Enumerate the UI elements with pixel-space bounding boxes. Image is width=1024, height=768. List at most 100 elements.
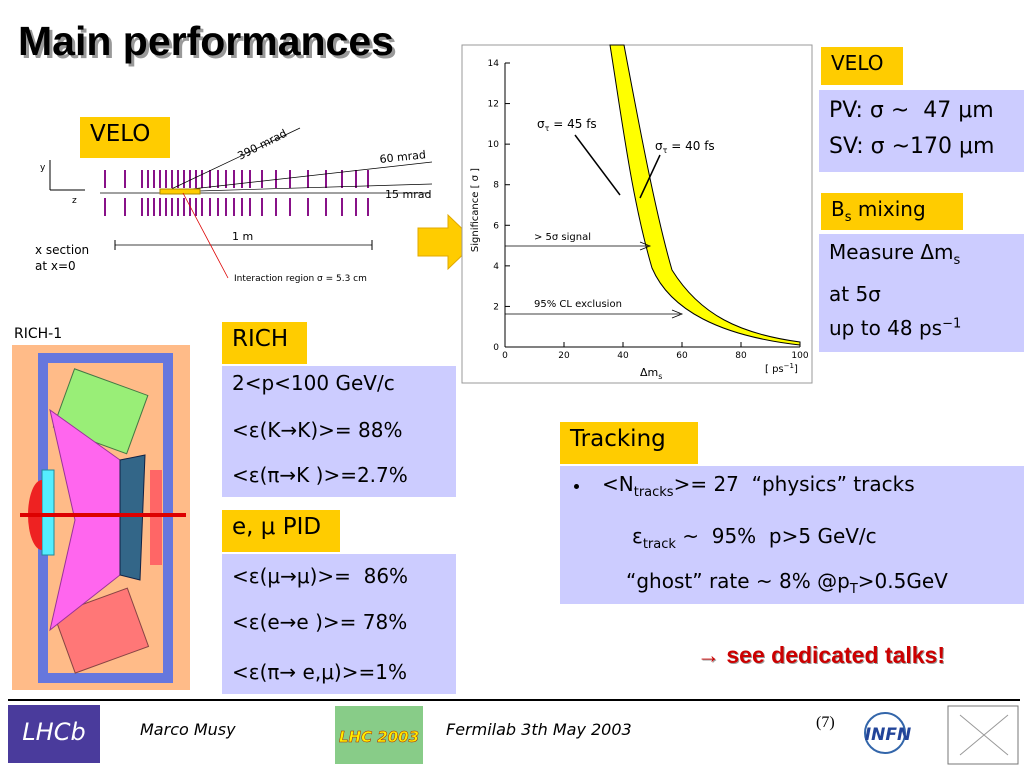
x-tick-label: 20: [558, 351, 570, 361]
tspan: [ ps: [765, 364, 784, 375]
section-label: x section: [35, 243, 89, 257]
text: <N: [602, 472, 634, 496]
detector-stations: [104, 170, 369, 216]
plot-frame: [461, 44, 813, 384]
subscript: track: [642, 537, 676, 552]
text: B: [831, 197, 845, 221]
box-line: <ε(e→e )>= 78%: [232, 610, 408, 634]
x-tick-label: 40: [617, 351, 629, 361]
y-tick-label: 2: [493, 302, 499, 312]
box-line: up to 48 ps−1: [829, 316, 961, 340]
tspan: σ: [655, 139, 663, 153]
footer-author: Marco Musy: [140, 720, 236, 739]
text: >= 27 “physics” tracks: [673, 472, 915, 496]
photodetector: [119, 454, 146, 581]
box-line: εtrack ~ 95% p>5 GeV/c: [632, 524, 877, 552]
y-tick-label: 6: [493, 221, 499, 231]
subscript: tracks: [633, 485, 674, 500]
angle-label: 15 mrad: [385, 188, 431, 201]
box-line: “ghost” rate ~ 8% @pT>0.5GeV: [626, 569, 948, 597]
box-line: SV: σ ~170 μm: [829, 134, 995, 159]
x-tick-label: 0: [502, 351, 508, 361]
logo-background: [335, 706, 423, 764]
tspan: Δm: [640, 366, 658, 379]
y-tick-label: 4: [493, 262, 499, 272]
window: [41, 469, 55, 556]
logo-mark: [959, 714, 1009, 756]
superscript: −1: [942, 316, 962, 332]
x-axis-unit: [ ps−1]: [765, 362, 798, 375]
scale-label: 1 m: [232, 230, 253, 243]
box-heading: Bs mixing: [821, 193, 963, 230]
subscript: s: [844, 210, 852, 225]
text: ε: [632, 524, 643, 548]
box-line: <ε(π→ e,μ)>=1%: [232, 660, 407, 684]
tspan: = 45 fs: [549, 117, 596, 131]
section-tag: VELO: [80, 117, 170, 158]
tspan: σ: [537, 117, 545, 131]
arrow-head: [671, 309, 684, 319]
x-tick-label: 60: [676, 351, 688, 361]
x-axis-label: Δms: [640, 366, 662, 381]
info-box: <Ntracks>= 27 “physics” tracks εtrack ~ …: [560, 466, 1024, 604]
box-line: <ε(μ→μ)>= 86%: [232, 564, 409, 588]
x-tick-label: 80: [735, 351, 747, 361]
image-label: RICH-1: [14, 326, 63, 342]
info-box: Measure Δms at 5σ up to 48 ps−1: [819, 234, 1024, 352]
axis-label: z: [72, 196, 77, 206]
callout: → see dedicated talks!: [697, 642, 945, 668]
text: mixing: [851, 197, 926, 221]
text: Measure Δm: [829, 240, 954, 264]
window: [150, 470, 162, 565]
logo-text: LHC 2003: [339, 728, 419, 746]
box-line: <Ntracks>= 27 “physics” tracks: [602, 472, 915, 500]
info-box: <ε(μ→μ)>= 86% <ε(e→e )>= 78% <ε(π→ e,μ)>…: [222, 554, 456, 694]
axis-label: y: [40, 163, 46, 173]
acceptance-line: [164, 127, 301, 193]
acceptance-line: [164, 161, 433, 193]
acceptance-line: [164, 183, 433, 193]
annotation-arrow: [639, 154, 661, 199]
logo-background: [8, 705, 100, 763]
rich-image: [12, 345, 190, 690]
annotation: στ = 40 fs: [655, 139, 715, 155]
logo-text: LHCb: [22, 718, 85, 746]
box-line: Measure Δms: [829, 240, 960, 268]
logo-ring: [864, 712, 906, 754]
angle-label: 390 mrad: [235, 127, 289, 163]
y-tick-label: 8: [493, 181, 499, 191]
mirror: [53, 587, 150, 674]
tspan: s: [658, 372, 662, 381]
subscript: T: [849, 582, 858, 597]
tspan: ]: [794, 364, 798, 375]
box-line: <ε(K→K)>= 88%: [232, 418, 403, 442]
info-box: PV: σ ~ 47 μm SV: σ ~170 μm: [819, 90, 1024, 172]
annotation: > 5σ signal: [534, 232, 591, 243]
x-tick-label: 100: [791, 351, 808, 361]
text: ~ 95% p>5 GeV/c: [675, 524, 877, 548]
y-axis-label: Significance [ σ ]: [470, 168, 481, 252]
annotation-arrow: [574, 134, 621, 196]
logo-frame: [947, 705, 1019, 765]
pointer-line: [182, 192, 229, 279]
y-tick-label: 12: [488, 100, 499, 110]
tspan: −1: [784, 362, 794, 370]
annotation: 95% CL exclusion: [534, 299, 622, 310]
logo-text: INFN: [865, 725, 911, 745]
box-heading: RICH: [222, 322, 307, 364]
interaction-label: Interaction region σ = 5.3 cm: [234, 274, 367, 284]
section-label: at x=0: [35, 259, 76, 273]
slide-title: Main performances: [18, 18, 394, 64]
subscript: s: [953, 253, 961, 268]
text: “ghost” rate ~ 8% @p: [626, 569, 850, 593]
bullet: [574, 484, 579, 489]
y-tick-label: 10: [488, 140, 500, 150]
box-line: at 5σ: [829, 282, 881, 306]
tspan: = 40 fs: [667, 139, 714, 153]
significance-plot: στ = 45 fs στ = 40 fs > 5σ signal 95% CL…: [461, 44, 813, 384]
text: >0.5GeV: [857, 569, 948, 593]
y-tick-label: 14: [488, 59, 500, 69]
box-heading: Tracking: [560, 422, 698, 464]
